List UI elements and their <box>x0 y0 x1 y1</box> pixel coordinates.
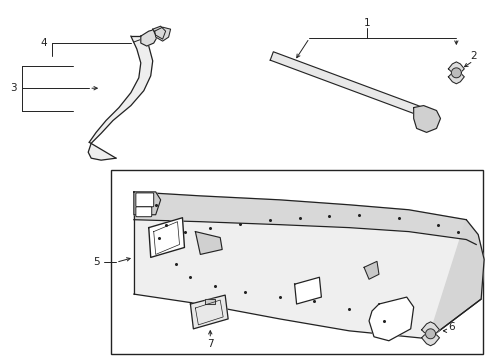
Polygon shape <box>447 74 463 84</box>
Text: 2: 2 <box>469 51 476 61</box>
Polygon shape <box>447 62 463 72</box>
FancyBboxPatch shape <box>136 193 153 207</box>
Polygon shape <box>195 231 222 255</box>
Polygon shape <box>134 192 161 215</box>
Polygon shape <box>88 36 152 160</box>
Text: 6: 6 <box>447 322 454 332</box>
Polygon shape <box>190 295 228 329</box>
Polygon shape <box>154 27 170 41</box>
Polygon shape <box>421 322 439 333</box>
Polygon shape <box>294 277 321 304</box>
Polygon shape <box>270 52 419 115</box>
Polygon shape <box>134 192 475 244</box>
Polygon shape <box>427 220 483 339</box>
Polygon shape <box>421 335 439 346</box>
Bar <box>111 170 482 354</box>
Polygon shape <box>141 29 157 46</box>
Text: 5: 5 <box>93 257 99 267</box>
Polygon shape <box>368 297 413 341</box>
Polygon shape <box>148 218 184 257</box>
Polygon shape <box>152 26 165 39</box>
FancyBboxPatch shape <box>136 207 151 217</box>
Text: 4: 4 <box>40 38 47 48</box>
Polygon shape <box>364 261 378 279</box>
Text: 7: 7 <box>206 339 213 349</box>
Text: 3: 3 <box>10 83 17 93</box>
Text: 1: 1 <box>363 18 369 28</box>
Polygon shape <box>425 329 435 339</box>
Polygon shape <box>413 105 440 132</box>
Polygon shape <box>134 220 466 339</box>
Polygon shape <box>205 299 215 304</box>
Polygon shape <box>450 68 460 78</box>
